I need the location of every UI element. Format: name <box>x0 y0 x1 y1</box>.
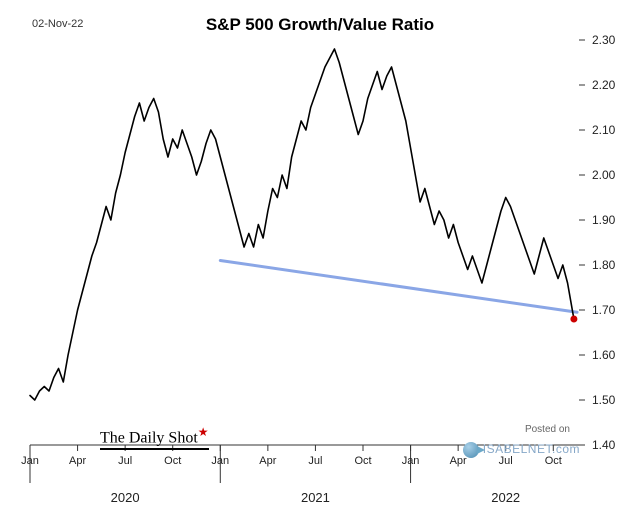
source-left-text: The Daily Shot <box>100 429 198 446</box>
y-tick-label: 1.60 <box>592 348 615 362</box>
x-month-label: Apr <box>259 455 276 467</box>
x-month-label: Jan <box>211 455 229 467</box>
y-tick-label: 1.80 <box>592 258 615 272</box>
y-tick-label: 1.90 <box>592 213 615 227</box>
posted-on-label: Posted on <box>525 424 570 435</box>
chart-plot <box>30 40 585 445</box>
y-tick-label: 1.50 <box>592 393 615 407</box>
x-year-label: 2021 <box>301 490 330 505</box>
star-icon: ★ <box>198 425 209 439</box>
y-tick-label: 1.40 <box>592 438 615 452</box>
x-month-label: Apr <box>69 455 86 467</box>
source-right: ISABELNET.com <box>463 442 580 458</box>
y-tick-label: 2.00 <box>592 168 615 182</box>
y-tick-label: 2.20 <box>592 78 615 92</box>
y-axis-labels: 1.401.501.601.701.801.902.002.102.202.30 <box>592 40 632 445</box>
x-year-label: 2020 <box>111 490 140 505</box>
x-month-label: Oct <box>164 455 181 467</box>
x-month-label: Jul <box>118 455 132 467</box>
x-axis-year-labels: 2020 2021 2022 <box>30 490 585 508</box>
x-month-label: Jul <box>308 455 322 467</box>
y-tick-label: 2.10 <box>592 123 615 137</box>
y-tick-label: 1.70 <box>592 303 615 317</box>
x-month-label: Jan <box>21 455 39 467</box>
globe-icon <box>463 442 479 458</box>
y-tick-label: 2.30 <box>592 33 615 47</box>
source-left: The Daily Shot★ <box>100 425 209 450</box>
chart-container: 02-Nov-22 S&P 500 Growth/Value Ratio 1.4… <box>0 0 640 530</box>
x-year-label: 2022 <box>491 490 520 505</box>
x-month-label: Jan <box>402 455 420 467</box>
source-right-suffix: .com <box>552 442 580 456</box>
chart-title: S&P 500 Growth/Value Ratio <box>0 15 640 35</box>
x-month-label: Oct <box>354 455 371 467</box>
source-right-text: ISABELNET <box>483 442 552 456</box>
